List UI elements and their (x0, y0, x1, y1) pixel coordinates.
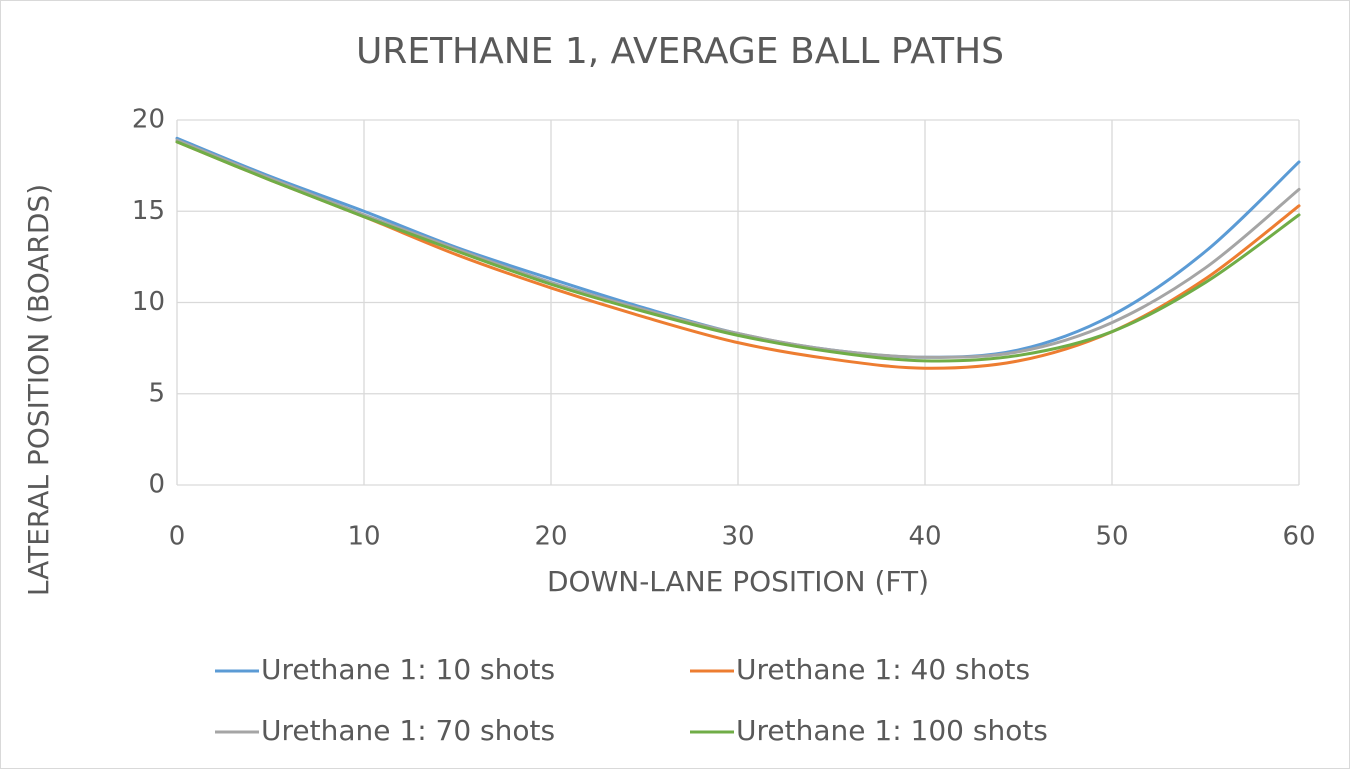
x-tick-label: 50 (1095, 522, 1128, 552)
x-tick-label: 30 (721, 522, 754, 552)
legend-label: Urethane 1: 10 shots (261, 653, 555, 686)
y-tick-label: 5 (148, 378, 165, 408)
legend-label: Urethane 1: 40 shots (736, 653, 1030, 686)
x-tick-label: 20 (534, 522, 567, 552)
x-tick-label: 0 (169, 522, 186, 552)
x-tick-label: 40 (908, 522, 941, 552)
legend-label: Urethane 1: 70 shots (261, 714, 555, 747)
x-tick-label: 60 (1282, 522, 1315, 552)
series-line (175, 140, 1301, 363)
x-axis-title: DOWN-LANE POSITION (FT) (547, 565, 929, 598)
y-tick-label: 20 (132, 105, 165, 135)
y-tick-label: 10 (132, 287, 165, 317)
y-tick-label: 15 (132, 196, 165, 226)
series-line (175, 138, 1301, 359)
x-tick-label: 10 (347, 522, 380, 552)
chart-title: URETHANE 1, AVERAGE BALL PATHS (356, 31, 1004, 72)
legend-label: Urethane 1: 100 shots (736, 714, 1048, 747)
y-axis-title: LATERAL POSITION (BOARDS) (22, 184, 55, 596)
y-tick-label: 0 (148, 470, 165, 500)
